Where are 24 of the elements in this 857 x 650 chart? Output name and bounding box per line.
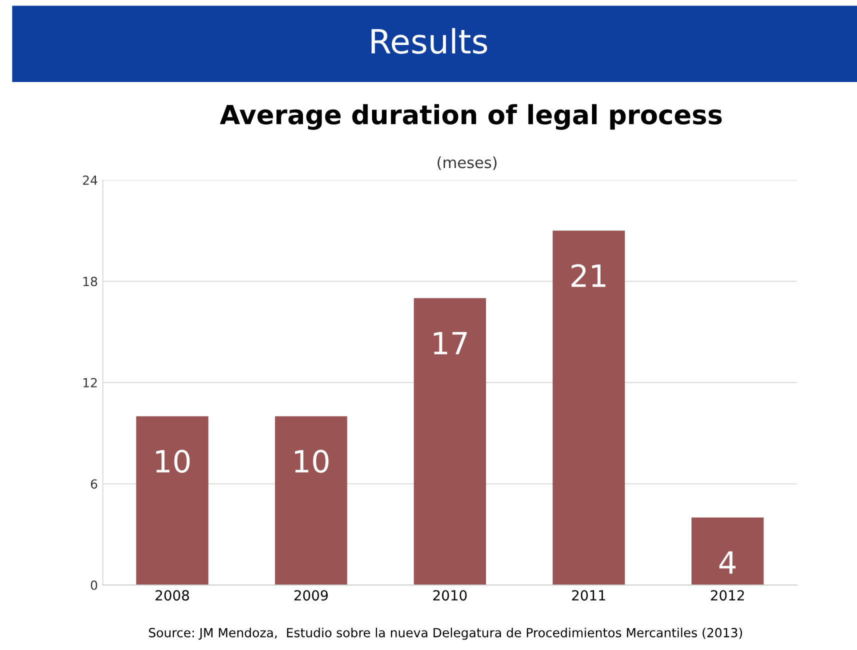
y-tick-label: 12: [83, 378, 97, 388]
chart-subtitle: Average duration of legal process: [220, 104, 722, 130]
y-tick-label: 0: [90, 580, 98, 590]
x-tick-label: 2008: [156, 590, 189, 601]
x-tick-label: 2012: [710, 590, 744, 601]
data-label: 17: [434, 332, 467, 354]
bar: [552, 230, 625, 585]
source-note: Source: JM Mendoza, Estudio sobre la nueva Delegatura de Procedimientos Mercantiles (2013): [148, 628, 742, 640]
data-label: 10: [295, 450, 328, 473]
bar: [136, 416, 208, 585]
y-tick-label: 18: [83, 276, 98, 286]
data-label: 10: [156, 450, 190, 473]
bar: [414, 298, 486, 585]
y-tick-label: 6: [90, 479, 98, 489]
y-tick-label: 24: [82, 176, 98, 185]
bar: [274, 416, 348, 585]
data-label: 4: [719, 551, 736, 574]
chart-title: Results: [372, 28, 488, 54]
x-tick-label: 2011: [572, 590, 606, 601]
data-label: 21: [572, 264, 606, 287]
bar: [691, 518, 764, 585]
text: (meses): [438, 156, 497, 170]
x-tick-label: 2009: [294, 590, 328, 601]
x-tick-label: 2010: [433, 590, 467, 601]
